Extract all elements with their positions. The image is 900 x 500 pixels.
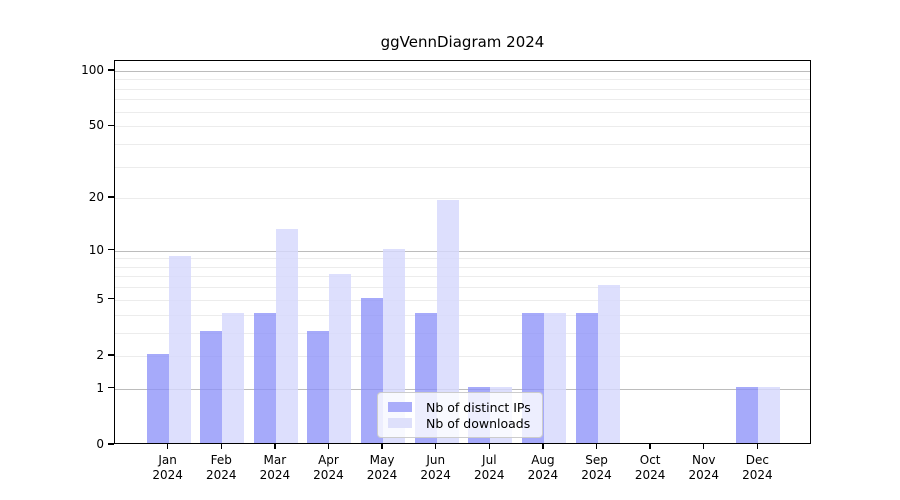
x-tick-mark	[649, 444, 651, 449]
y-tick-mark	[108, 354, 114, 356]
gridline-minor	[115, 276, 810, 278]
x-tick-mark	[488, 444, 490, 449]
y-axis-tick-label: 1	[96, 380, 104, 395]
legend-swatch-downloads	[388, 418, 412, 428]
legend-label-distinct-ips: Nb of distinct IPs	[426, 399, 531, 415]
x-axis-tick-label: Oct 2024	[634, 453, 666, 482]
x-tick-mark	[542, 444, 544, 449]
bar-downloads	[436, 200, 459, 443]
legend: Nb of distinct IPs Nb of downloads	[377, 392, 543, 438]
gridline-major	[115, 70, 810, 72]
y-axis-tick-label: 2	[96, 347, 104, 362]
y-tick-mark	[108, 387, 114, 389]
gridline-minor	[115, 332, 810, 334]
gridline-minor	[115, 111, 810, 113]
x-axis-tick-label: Dec 2024	[742, 453, 773, 482]
bar-distinct-ips	[736, 386, 759, 443]
bar-downloads	[758, 386, 781, 443]
legend-item-downloads: Nb of downloads	[386, 415, 534, 431]
gridline-minor	[115, 88, 810, 90]
legend-swatch-distinct-ips	[388, 402, 412, 412]
gridline-minor	[115, 266, 810, 268]
bar-downloads	[543, 312, 566, 443]
x-axis-tick-label: Sep 2024	[581, 453, 612, 482]
x-axis-tick-label: Jun 2024	[420, 453, 451, 482]
bar-downloads	[222, 312, 245, 443]
x-axis-tick-label: Apr 2024	[313, 453, 344, 482]
x-tick-mark	[166, 444, 169, 449]
bar-distinct-ips	[575, 312, 598, 443]
gridline-minor	[115, 99, 810, 101]
x-axis-tick-label: Mar 2024	[259, 453, 291, 482]
y-axis-tick-label: 50	[88, 118, 104, 133]
y-tick-mark	[108, 298, 114, 300]
y-axis-tick-label: 0	[96, 437, 104, 451]
x-tick-mark	[327, 444, 330, 449]
bar-distinct-ips	[307, 330, 330, 443]
plot-area: Nb of distinct IPs Nb of downloads	[114, 60, 811, 444]
bar-downloads	[329, 274, 352, 443]
gridline-minor	[115, 355, 810, 357]
gridline-minor	[115, 299, 810, 301]
bar-downloads	[275, 229, 298, 443]
bar-distinct-ips	[146, 353, 169, 443]
x-tick-mark	[434, 444, 437, 449]
gridline-minor	[115, 258, 810, 260]
gridline-minor	[115, 198, 810, 200]
y-tick-mark	[108, 124, 114, 126]
gridline-minor	[115, 79, 810, 81]
x-axis-tick-label: Jan 2024	[152, 453, 183, 482]
x-axis-tick-label: Feb 2024	[205, 453, 237, 482]
legend-label-downloads: Nb of downloads	[426, 415, 531, 431]
x-tick-mark	[756, 444, 759, 449]
gridline-minor	[115, 143, 810, 145]
x-tick-mark	[595, 444, 598, 449]
gridline-minor	[115, 126, 810, 128]
y-tick-mark	[108, 196, 114, 198]
bar-distinct-ips	[200, 330, 223, 443]
x-tick-mark	[703, 444, 705, 449]
y-tick-mark	[108, 69, 114, 71]
x-tick-mark	[220, 444, 222, 449]
gridline-minor	[115, 314, 810, 316]
gridline-minor	[115, 287, 810, 289]
x-tick-mark	[381, 444, 383, 449]
gridline-major	[115, 388, 810, 390]
x-axis-tick-label: Nov 2024	[688, 453, 720, 482]
y-axis-tick-label: 100	[81, 62, 104, 77]
x-axis-tick-label: Aug 2024	[527, 453, 559, 482]
gridline-minor	[115, 166, 810, 168]
x-axis-tick-label: May 2024	[366, 453, 398, 482]
x-tick-mark	[274, 444, 276, 449]
chart-title: ggVennDiagram 2024	[380, 33, 545, 51]
gridline-major	[115, 250, 810, 252]
y-axis-tick-label: 5	[96, 291, 104, 306]
y-tick-mark	[108, 443, 114, 445]
x-axis-tick-label: Jul 2024	[474, 453, 505, 482]
y-axis-tick-label: 10	[88, 242, 104, 257]
bar-downloads	[168, 256, 191, 443]
y-axis-tick-label: 20	[88, 190, 104, 205]
bar-distinct-ips	[253, 312, 276, 443]
legend-item-distinct-ips: Nb of distinct IPs	[386, 399, 534, 415]
y-tick-mark	[108, 248, 114, 251]
bar-downloads	[597, 285, 620, 443]
